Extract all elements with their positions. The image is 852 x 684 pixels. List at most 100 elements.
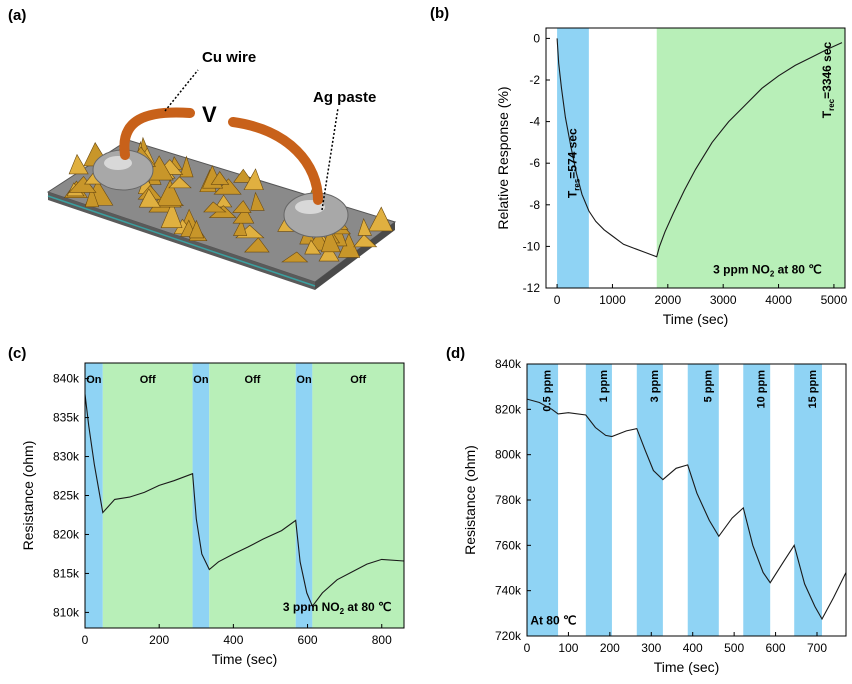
band-label: 5 ppm <box>702 370 714 403</box>
cu-wire-right <box>228 117 323 205</box>
nanoflake <box>232 219 248 236</box>
x-tick-label: 0 <box>554 293 561 307</box>
cu-wire-label: Cu wire <box>202 49 256 66</box>
y-tick-label: 810k <box>53 605 80 619</box>
band-5 <box>312 363 404 628</box>
band-4 <box>295 363 313 628</box>
nanoflake <box>250 191 265 211</box>
nanoflake <box>233 168 253 183</box>
band-3 <box>209 363 296 628</box>
band-2 <box>636 364 663 636</box>
y-axis-label: Resistance (ohm) <box>462 445 478 555</box>
y-tick-label: 820k <box>53 527 80 541</box>
ag-paste-leader <box>321 107 339 211</box>
x-tick-label: 400 <box>683 641 703 655</box>
y-tick-label: 830k <box>53 450 80 464</box>
x-tick-label: 200 <box>600 641 620 655</box>
nanoflake <box>68 175 97 193</box>
nanoflake <box>244 237 270 253</box>
nanoflake <box>357 218 372 236</box>
band-label: Off <box>350 374 366 386</box>
band-label: Off <box>245 374 261 386</box>
y-tick-label: 740k <box>495 584 522 598</box>
x-tick-label: 100 <box>558 641 578 655</box>
y-tick-label: 840k <box>53 372 80 386</box>
y-tick-label: 800k <box>495 448 522 462</box>
y-tick-label: 720k <box>495 629 522 643</box>
nanoflake <box>210 171 230 185</box>
condition-label: At 80 ℃ <box>530 614 576 628</box>
substrate-layer-line <box>47 195 316 287</box>
y-tick-label: 820k <box>495 402 522 416</box>
x-tick-label: 600 <box>298 633 318 647</box>
annotation-0: Tres=574 sec <box>565 128 581 198</box>
band-1 <box>102 363 193 628</box>
x-tick-label: 800 <box>372 633 392 647</box>
y-tick-label: -10 <box>523 239 541 253</box>
y-tick-label: 825k <box>53 489 80 503</box>
band-label: On <box>193 374 209 386</box>
band-0 <box>527 364 559 636</box>
nanoflake <box>156 179 183 206</box>
chart-c: (c) On Off On Off On Off 0 200 400 600 800 810k 815k 8… <box>8 345 405 667</box>
nanoflake <box>232 200 252 213</box>
nanoflake <box>168 176 192 189</box>
band-label: 15 ppm <box>807 370 819 409</box>
y-tick-label: 835k <box>53 411 80 425</box>
y-tick-label: -12 <box>523 281 541 295</box>
panel-a: (a) Cu wire Ag paste V <box>8 7 397 290</box>
cu-wire-leader <box>164 69 199 112</box>
series-line-0 <box>85 394 404 608</box>
y-tick-label: 815k <box>53 566 80 580</box>
y-tick-label: 780k <box>495 493 522 507</box>
band-4 <box>743 364 771 636</box>
annotation-1: Trec=3346 sec <box>820 41 836 118</box>
y-axis-label: Resistance (ohm) <box>20 441 36 551</box>
x-tick-label: 0 <box>82 633 89 647</box>
nanoflake <box>179 155 194 178</box>
chart-b: (b) 0 1000 2000 3000 4000 5000 0 -2 -4 -6 -8 -10 -12 T… <box>430 5 848 327</box>
voltage-label: V <box>202 102 217 127</box>
x-tick-label: 0 <box>524 641 531 655</box>
x-tick-label: 200 <box>149 633 169 647</box>
x-tick-label: 300 <box>641 641 661 655</box>
nanoflake <box>68 153 89 175</box>
band-2 <box>192 363 210 628</box>
band-label: 0.5 ppm <box>542 370 554 412</box>
nanoflake <box>232 206 255 224</box>
bands <box>85 363 404 628</box>
bands <box>527 364 822 636</box>
panel-label-b: (b) <box>430 5 449 22</box>
x-tick-label: 700 <box>807 641 827 655</box>
x-tick-label: 3000 <box>710 293 737 307</box>
band-label: 1 ppm <box>598 370 610 403</box>
nanoflake <box>368 206 394 232</box>
y-tick-label: 840k <box>495 357 522 371</box>
nanoflake <box>203 201 227 213</box>
band-label: On <box>86 374 102 386</box>
series-line-0 <box>527 398 846 621</box>
band-3 <box>687 364 719 636</box>
x-axis-label: Time (sec) <box>654 659 720 675</box>
x-tick-label: 2000 <box>654 293 681 307</box>
y-tick-label: 760k <box>495 538 522 552</box>
condition-label: 3 ppm NO2 at 80 ℃ <box>283 600 392 616</box>
nanoflake <box>353 233 378 248</box>
x-tick-label: 5000 <box>821 293 848 307</box>
band-label: 3 ppm <box>649 370 661 403</box>
y-tick-label: -8 <box>529 198 540 212</box>
y-tick-label: -6 <box>529 156 540 170</box>
nanoflake <box>318 243 340 262</box>
sensor-illustration: Cu wire Ag paste V <box>46 49 397 290</box>
nanoflake <box>160 201 183 229</box>
panel-label-c: (c) <box>8 345 26 362</box>
x-tick-label: 400 <box>223 633 243 647</box>
chart-d: (d) 0.5 ppm 1 ppm 3 ppm 5 ppm 10 ppm 15 ppm 0 10… <box>446 345 847 675</box>
x-axis-label: Time (sec) <box>663 311 729 327</box>
nanoflake <box>320 227 341 253</box>
nanoflake <box>304 239 322 255</box>
nanoflake <box>243 168 264 191</box>
y-tick-label: -2 <box>529 73 540 87</box>
x-axis-label: Time (sec) <box>212 651 278 667</box>
